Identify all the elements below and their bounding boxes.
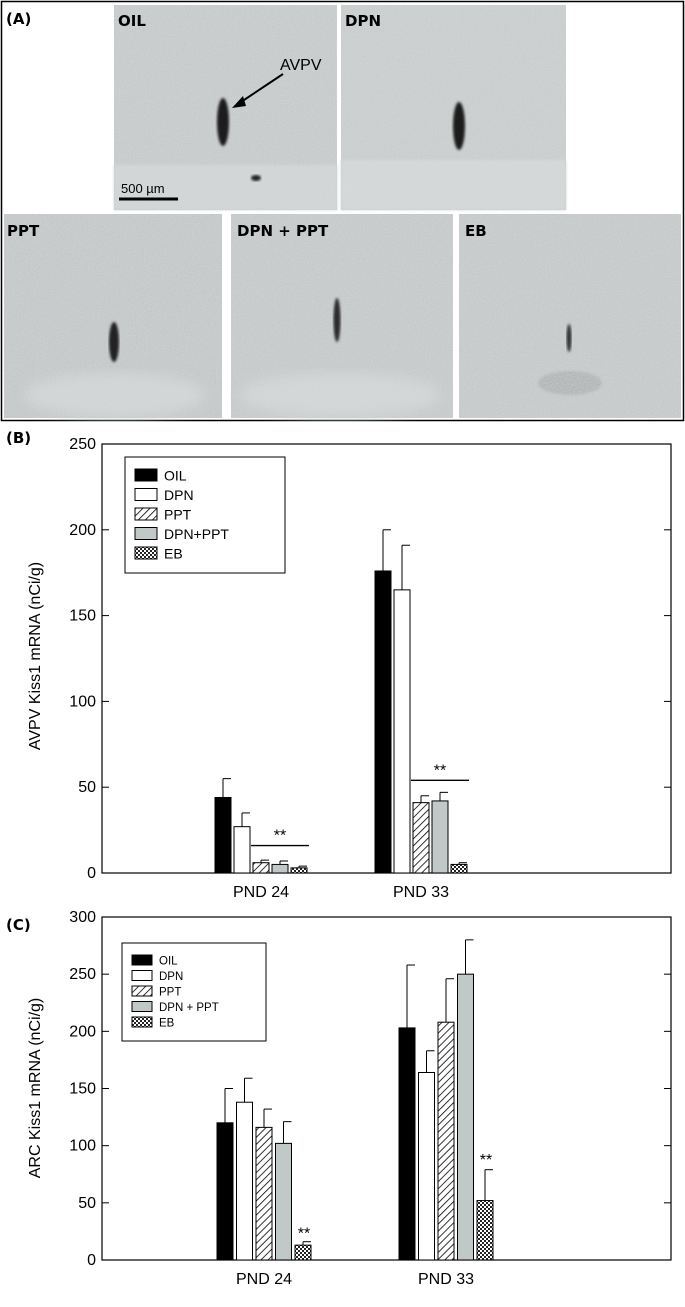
avpv-arrow-label: AVPV <box>280 57 322 74</box>
chart-c-legend-swatch-ppt <box>131 985 153 997</box>
chart-c-ytick-label: 50 <box>78 1195 96 1212</box>
chart-c-significance-mark: ** <box>480 1152 492 1169</box>
chart-b-bar-dpn-ppt-pnd-33 <box>431 800 449 874</box>
chart-c-significance-mark: ** <box>298 1225 310 1242</box>
chart-b-ytick-label: 150 <box>69 608 96 625</box>
tissue-image-eb: EB <box>459 214 681 418</box>
chart-c-legend-swatch-eb <box>131 1016 153 1028</box>
chart-b-legend-label-eb: EB <box>164 546 183 562</box>
chart-b-ytick-label: 200 <box>69 522 96 539</box>
chart-b-legend-label-dpn: DPN <box>164 487 194 503</box>
chart-c-bar-dpn-ppt-pnd-33 <box>457 973 474 1261</box>
chart-b-bar-ppt-pnd-24 <box>252 862 270 874</box>
chart-arc: (C) ARC Kiss1 mRNA (nCi/g) 0 50 100 150 200 2… <box>6 909 672 1288</box>
chart-c-legend-label-oil: OIL <box>159 956 178 968</box>
image-label-oil: OIL <box>118 12 146 30</box>
chart-c-category-label: PND 24 <box>236 1271 292 1288</box>
chart-b-legend-swatch-oil <box>134 468 158 482</box>
chart-c-ytick-label: 100 <box>69 1138 96 1155</box>
chart-c-bar-eb-pnd-24 <box>294 1244 312 1261</box>
tissue-image-oil: OIL AVPV 500 µm <box>114 5 337 210</box>
chart-c-legend-label-dpn-ppt: DPN + PPT <box>159 1002 219 1014</box>
scale-bar-label: 500 µm <box>121 181 165 196</box>
chart-c-category-label: PND 33 <box>418 1271 474 1288</box>
chart-b-bar-dpn-pnd-24 <box>233 826 251 874</box>
chart-b-ytick-label: 100 <box>69 693 96 710</box>
chart-b-significance-mark: ** <box>434 762 446 779</box>
chart-b-ytick-label: 0 <box>87 865 96 882</box>
chart-c-ytick-label: 0 <box>87 1252 96 1269</box>
chart-c-bar-ppt-pnd-33 <box>437 1021 455 1261</box>
chart-c-bar-oil-pnd-24 <box>216 1122 234 1261</box>
chart-c-legend-swatch-dpn <box>131 970 153 981</box>
avpv-arrowhead <box>232 96 246 108</box>
chart-b-bar-oil-pnd-24 <box>214 796 232 874</box>
image-label-dpn: DPN <box>345 12 381 30</box>
tissue-image-ppt: PPT <box>4 214 222 418</box>
image-label-eb: EB <box>465 222 487 240</box>
chart-c-legend-swatch-dpn-ppt <box>131 1001 153 1012</box>
chart-avpv: (B) AVPV Kiss1 mRNA (nCi/g) 0 50 100 150 200… <box>6 429 672 901</box>
image-label-ppt: PPT <box>7 222 40 240</box>
chart-c-bar-dpn-pnd-33 <box>418 1071 435 1261</box>
chart-c-legend-swatch-oil <box>131 954 153 966</box>
chart-b-legend-label-oil: OIL <box>164 468 187 484</box>
chart-b-category-label: PND 33 <box>393 884 449 901</box>
avpv-signal-eb <box>566 324 572 352</box>
chart-c-legend-label-dpn: DPN <box>159 971 183 983</box>
avpv-signal-ppt <box>109 322 119 362</box>
chart-b-legend-label-ppt: PPT <box>164 507 192 523</box>
chart-c-bar-ppt-pnd-24 <box>255 1126 273 1261</box>
panel-b-label: (B) <box>6 429 31 447</box>
avpv-signal-dpn-ppt <box>333 298 341 342</box>
panel-a-label: (A) <box>6 10 31 28</box>
chart-b-legend-swatch-eb <box>134 546 158 560</box>
panel-c-label: (C) <box>6 916 31 934</box>
chart-c-bar-dpn-ppt-pnd-24 <box>275 1142 292 1261</box>
chart-b-category-label: PND 24 <box>233 884 289 901</box>
chart-b-legend-label-dpn-ppt: DPN+PPT <box>164 526 229 542</box>
chart-c-ytick-label: 150 <box>69 1081 96 1098</box>
chart-b-bar-eb-pnd-24 <box>290 867 308 874</box>
chart-b-legend-swatch-ppt <box>134 507 158 521</box>
chart-c-bar-oil-pnd-33 <box>398 1027 416 1261</box>
panel-a: (A) OIL AVPV 500 µm DPN <box>0 0 685 422</box>
image-label-dpn-ppt: DPN + PPT <box>237 222 329 240</box>
chart-b-ylabel: AVPV Kiss1 mRNA (nCi/g) <box>27 562 44 750</box>
chart-c-bar-dpn-pnd-24 <box>236 1101 253 1261</box>
chart-b-bar-dpn-ppt-pnd-24 <box>271 863 289 874</box>
chart-b-bar-eb-pnd-33 <box>450 863 468 874</box>
avpv-signal-oil <box>217 98 229 146</box>
chart-b-bar-oil-pnd-33 <box>374 570 392 874</box>
tissue-image-dpn-ppt: DPN + PPT <box>231 214 453 418</box>
chart-b-legend-swatch-dpn-ppt <box>134 527 158 540</box>
chart-c-ylabel: ARC Kiss1 mRNA (nCi/g) <box>27 998 44 1178</box>
chart-b-ytick-label: 50 <box>78 779 96 796</box>
chart-c-bar-eb-pnd-33 <box>476 1200 494 1261</box>
avpv-arrow <box>237 73 284 105</box>
chart-c-legend-label-eb: EB <box>159 1018 175 1030</box>
chart-b-bar-dpn-pnd-33 <box>393 589 411 874</box>
chart-c-ytick-label: 250 <box>69 966 96 983</box>
chart-b-legend-swatch-dpn <box>134 488 158 501</box>
chart-b-significance-mark: ** <box>274 828 286 845</box>
chart-b-ytick-label: 250 <box>69 436 96 453</box>
chart-b-bar-ppt-pnd-33 <box>412 802 430 874</box>
chart-c-ytick-label: 300 <box>69 909 96 926</box>
chart-c-legend-label-ppt: PPT <box>159 987 181 999</box>
chart-c-ytick-label: 200 <box>69 1023 96 1040</box>
tissue-image-dpn: DPN <box>341 5 566 210</box>
avpv-signal-dpn <box>453 102 465 150</box>
